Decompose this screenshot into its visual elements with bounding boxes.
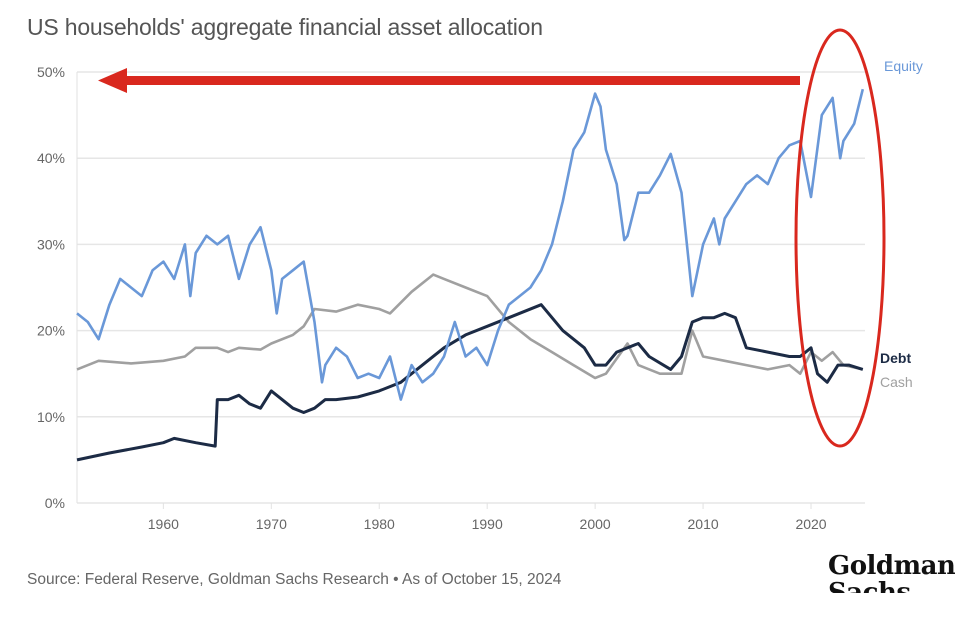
chart-title: US households' aggregate financial asset… — [27, 14, 543, 40]
y-axis-ticks: 0% 10% 20% 30% 40% 50% — [37, 64, 65, 511]
y-tick-label: 50% — [37, 64, 65, 80]
red-ellipse-annotation — [794, 28, 886, 448]
y-tick-label: 10% — [37, 409, 65, 425]
arrow-head — [98, 68, 127, 93]
y-tick-label: 0% — [45, 495, 65, 511]
x-tick-label: 2010 — [688, 516, 719, 532]
legend-label-cash: Cash — [880, 374, 913, 390]
x-tick-label: 1990 — [472, 516, 503, 532]
x-tick-label: 2000 — [580, 516, 611, 532]
x-tick-label: 2020 — [795, 516, 826, 532]
x-tick-label: 1980 — [364, 516, 395, 532]
series-line-equity — [76, 88, 865, 401]
x-tick-label: 1970 — [256, 516, 287, 532]
arrow-shaft — [125, 76, 800, 85]
x-axis-ticks: 1960 1970 1980 1990 2000 2010 2020 — [148, 503, 827, 532]
legend-label-debt: Debt — [880, 350, 911, 366]
x-tick-label: 1960 — [148, 516, 179, 532]
source-note: Source: Federal Reserve, Goldman Sachs R… — [27, 571, 562, 588]
series-lines — [76, 88, 865, 462]
y-tick-label: 20% — [37, 323, 65, 339]
y-tick-label: 30% — [37, 236, 65, 252]
goldman-sachs-logo: Goldman Sachs — [828, 553, 956, 593]
y-tick-label: 40% — [37, 150, 65, 166]
series-line-debt — [76, 303, 864, 462]
gridlines — [77, 71, 865, 504]
series-line-cash — [76, 273, 864, 380]
legend-label-equity: Equity — [884, 58, 923, 74]
red-arrow-annotation — [98, 68, 800, 93]
